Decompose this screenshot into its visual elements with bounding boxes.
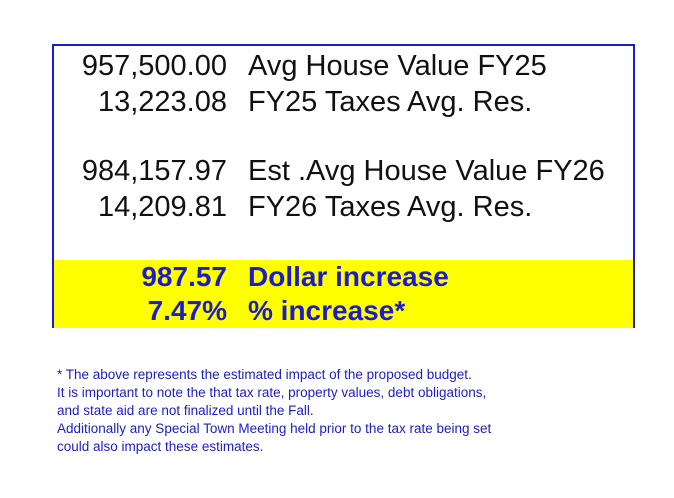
footnote-line: and state aid are not finalized until th… <box>57 403 314 418</box>
row-value: 984,157.97 <box>81 155 227 187</box>
dollar-increase-row: 987.57 Dollar increase <box>54 260 633 294</box>
dollar-increase-label: Dollar increase <box>248 261 449 292</box>
percent-increase-label: % increase* <box>248 295 406 326</box>
row-value: 14,209.81 <box>97 191 227 223</box>
footnote-line: Additionally any Special Town Meeting he… <box>57 421 492 436</box>
fy25-avg-house-value-row: 957,500.00 Avg House Value FY25 <box>54 48 633 84</box>
row-value: 13,223.08 <box>97 86 227 118</box>
row-label: Est .Avg House Value FY26 <box>248 155 605 187</box>
footnote-line: It is important to note the that tax rat… <box>57 385 487 400</box>
increase-highlight-band: 987.57 Dollar increase 7.47% % increase* <box>54 260 633 328</box>
fy26-taxes-row: 14,209.81 FY26 Taxes Avg. Res. <box>54 189 633 225</box>
tax-impact-summary-box: 957,500.00 Avg House Value FY25 13,223.0… <box>52 44 635 328</box>
percent-increase-row: 7.47% % increase* <box>54 294 633 328</box>
row-label: FY25 Taxes Avg. Res. <box>248 86 533 118</box>
fy26-est-avg-house-value-row: 984,157.97 Est .Avg House Value FY26 <box>54 153 633 189</box>
footnote-line: * The above represents the estimated imp… <box>57 367 472 382</box>
footnote-line: could also impact these estimates. <box>57 439 264 454</box>
row-label: Avg House Value FY25 <box>248 50 547 82</box>
dollar-increase-value: 987.57 <box>141 261 227 292</box>
percent-increase-value: 7.47% <box>147 295 227 326</box>
footnote: * The above represents the estimated imp… <box>57 366 657 456</box>
row-value: 957,500.00 <box>81 50 227 82</box>
row-label: FY26 Taxes Avg. Res. <box>248 191 533 223</box>
fy25-taxes-row: 13,223.08 FY25 Taxes Avg. Res. <box>54 84 633 120</box>
